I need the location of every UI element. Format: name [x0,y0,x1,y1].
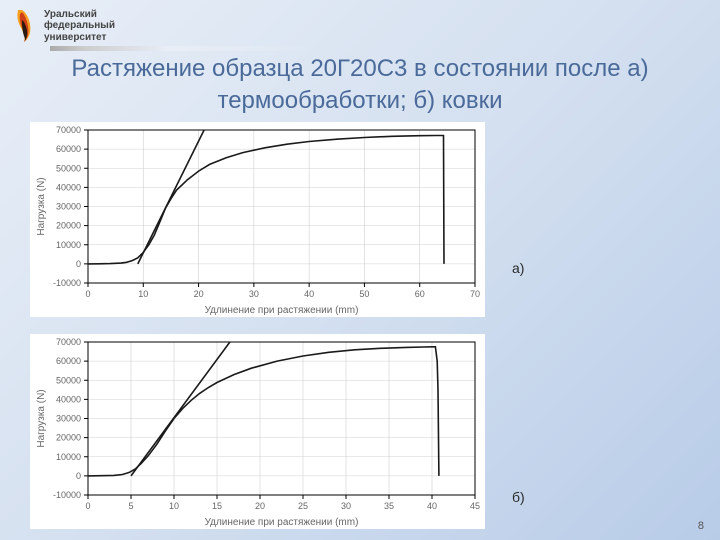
svg-text:50: 50 [359,289,369,299]
svg-text:70: 70 [470,289,480,299]
svg-text:20000: 20000 [56,432,81,442]
svg-text:60000: 60000 [56,356,81,366]
svg-text:35: 35 [384,501,394,511]
uni-name-line1: Уральский [44,9,115,21]
header: Уральский федеральный университет [0,0,720,46]
svg-text:Удлинение при растяжении (mm): Удлинение при растяжении (mm) [205,517,359,528]
svg-text:10: 10 [138,289,148,299]
svg-text:Нагрузка (N): Нагрузка (N) [36,389,47,447]
uni-name-line3: университет [44,32,115,44]
svg-text:20000: 20000 [56,220,81,230]
svg-text:Удлинение при растяжении (mm): Удлинение при растяжении (mm) [205,305,359,316]
svg-text:0: 0 [76,471,81,481]
chart-label-b: б) [512,489,525,505]
page-number: 8 [698,520,704,532]
chart-label-a: а) [512,260,524,276]
svg-text:10000: 10000 [56,240,81,250]
svg-text:30000: 30000 [56,413,81,423]
svg-text:0: 0 [76,259,81,269]
svg-text:0: 0 [85,501,90,511]
svg-text:-10000: -10000 [53,278,81,288]
svg-text:50000: 50000 [56,375,81,385]
svg-text:40: 40 [304,289,314,299]
svg-text:30000: 30000 [56,201,81,211]
svg-text:0: 0 [85,289,90,299]
svg-text:-10000: -10000 [53,490,81,500]
svg-text:40000: 40000 [56,394,81,404]
svg-text:70000: 70000 [56,337,81,347]
svg-text:10: 10 [169,501,179,511]
svg-text:50000: 50000 [56,163,81,173]
svg-text:40000: 40000 [56,182,81,192]
svg-text:60000: 60000 [56,144,81,154]
svg-text:20: 20 [194,289,204,299]
svg-text:25: 25 [298,501,308,511]
uni-name-line2: федеральный [44,20,115,32]
svg-text:20: 20 [255,501,265,511]
svg-text:60: 60 [415,289,425,299]
svg-text:5: 5 [128,501,133,511]
chart-panel-b: 0 5 10 15 20 25 30 35 40 45 -10000 0 10000 20000 30000… [30,334,485,529]
svg-text:30: 30 [341,501,351,511]
svg-text:70000: 70000 [56,125,81,135]
university-name: Уральский федеральный университет [44,9,115,44]
svg-text:40: 40 [427,501,437,511]
charts-area: 010203040506070-100000100002000030000400… [0,122,720,540]
svg-text:45: 45 [470,501,480,511]
slide-title: Растяжение образца 20Г20С3 в состоянии п… [0,51,720,122]
svg-text:15: 15 [212,501,222,511]
svg-text:30: 30 [249,289,259,299]
svg-text:Нагрузка (N): Нагрузка (N) [36,177,47,235]
university-logo [10,8,38,44]
chart-panel-a: 0 10 20 30 40 50 60 70 -10000 0 10000 20000 30000 400… [30,122,485,317]
svg-text:10000: 10000 [56,452,81,462]
